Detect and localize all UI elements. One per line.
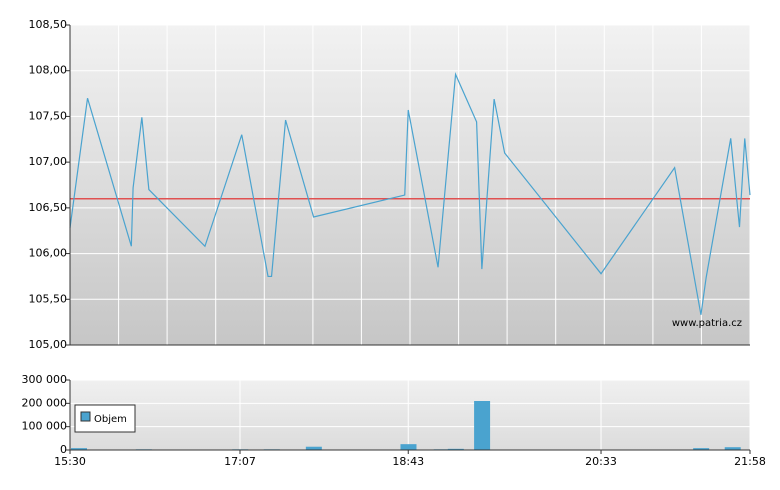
y-tick-label: 106,50 [29, 201, 68, 214]
y-tick-label: 107,50 [29, 109, 68, 122]
y-tick-label: 200 000 [22, 396, 68, 409]
x-tick-label: 21:58 [734, 455, 766, 468]
x-tick-label: 18:43 [392, 455, 424, 468]
legend-swatch [80, 411, 91, 422]
y-tick-label: 105,50 [29, 292, 68, 305]
bar [724, 447, 741, 450]
bar [447, 448, 464, 450]
bar [474, 401, 491, 450]
y-tick-label: 105,00 [29, 338, 68, 351]
legend-label: Objem [94, 414, 127, 425]
plot-area [70, 380, 750, 450]
y-tick-label: 108,00 [29, 64, 68, 77]
x-tick-label: 17:07 [224, 455, 256, 468]
x-tick-label: 20:33 [585, 455, 617, 468]
y-tick-label: 300 000 [22, 373, 68, 386]
y-tick-label: 0 [60, 443, 67, 456]
bar [305, 446, 322, 450]
y-tick-label: 108,50 [29, 18, 68, 31]
y-tick-label: 100 000 [22, 420, 68, 433]
bar [71, 448, 87, 450]
y-tick-label: 107,00 [29, 155, 68, 168]
bar [400, 444, 417, 450]
x-tick-label: 15:30 [54, 455, 86, 468]
price-line [69, 72, 751, 315]
watermark: www.patria.cz [672, 318, 742, 329]
vertical-grid [118, 25, 751, 345]
y-tick-label: 106,00 [29, 247, 68, 260]
bar [693, 448, 710, 450]
